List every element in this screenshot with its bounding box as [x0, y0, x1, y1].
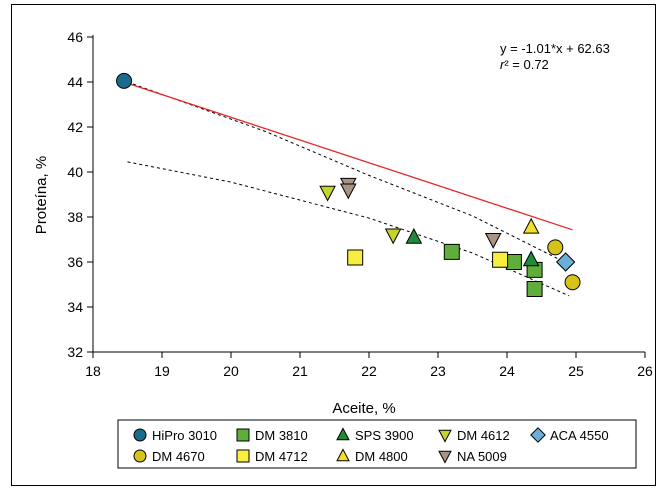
- axes: 18 19 20 21 22 23 24 25 26 32 34 36 38 40 42 44 46: [67, 29, 653, 379]
- data-point: [526, 281, 543, 297]
- x-tick-label: 25: [568, 363, 584, 379]
- legend: HiPro 3010 DM 3810 SPS 3900 DM 4612 ACA 4550…: [117, 419, 637, 469]
- x-tick-label: 18: [85, 363, 101, 379]
- legend-label: DM 4800: [355, 449, 408, 464]
- r-symbol: r: [500, 57, 505, 72]
- y-tick-label: 46: [67, 29, 83, 45]
- x-tick-label: 23: [430, 363, 446, 379]
- x-axis-title: Aceite, %: [332, 400, 395, 417]
- data-point: [347, 249, 364, 266]
- legend-label: ACA 4550: [550, 428, 609, 443]
- legend-marker: [336, 427, 350, 441]
- x-tick-label: 26: [637, 363, 653, 379]
- data-point: [405, 227, 423, 244]
- data-point: [484, 233, 502, 249]
- data-point: [522, 250, 540, 267]
- y-tick-label: 38: [67, 209, 83, 225]
- y-tick-label: 32: [67, 344, 83, 360]
- x-tick-label: 24: [499, 363, 515, 379]
- y-axis-title: Proteína, %: [33, 156, 50, 234]
- regression-equation: y = -1.01*x + 62.63: [500, 41, 610, 56]
- legend-marker: [133, 449, 147, 463]
- confidence-band-upper: [127, 81, 570, 265]
- legend-label: NA 5009: [457, 449, 507, 464]
- data-points: [116, 72, 581, 297]
- data-point: [505, 254, 522, 270]
- r-squared-label: r² = 0.72: [500, 57, 549, 72]
- legend-label: DM 4712: [255, 449, 308, 464]
- data-point: [443, 243, 460, 260]
- data-point: [339, 183, 357, 200]
- legend-label: SPS 3900: [355, 428, 414, 443]
- legend-marker: [236, 428, 250, 442]
- data-point: [319, 185, 336, 202]
- x-tick-label: 21: [292, 363, 308, 379]
- legend-marker: [438, 450, 452, 464]
- r-squared-value: ² = 0.72: [504, 57, 548, 72]
- regression-line: [127, 82, 573, 231]
- data-point: [492, 251, 509, 268]
- data-point: [384, 228, 402, 245]
- regression-line-path: [127, 82, 573, 231]
- y-tick-label: 36: [67, 254, 83, 270]
- y-tick-label: 34: [67, 299, 83, 315]
- x-tick-label: 22: [361, 363, 377, 379]
- data-point: [564, 274, 581, 291]
- data-point: [547, 239, 564, 256]
- legend-label: HiPro 3010: [152, 428, 217, 443]
- x-tick-label: 19: [154, 363, 170, 379]
- legend-marker: [336, 448, 350, 462]
- data-point: [555, 252, 576, 272]
- legend-marker: [438, 429, 452, 443]
- y-tick-label: 40: [67, 164, 83, 180]
- y-tick-label: 42: [67, 119, 83, 135]
- x-tick-label: 20: [223, 363, 239, 379]
- legend-marker: [530, 427, 546, 443]
- y-tick-label: 44: [67, 74, 83, 90]
- data-point: [116, 72, 133, 89]
- legend-label: DM 4612: [457, 428, 510, 443]
- legend-marker: [236, 449, 250, 463]
- data-point: [522, 217, 540, 234]
- legend-box: [117, 419, 637, 469]
- legend-marker: [133, 428, 147, 442]
- legend-label: DM 3810: [255, 428, 308, 443]
- legend-label: DM 4670: [152, 449, 205, 464]
